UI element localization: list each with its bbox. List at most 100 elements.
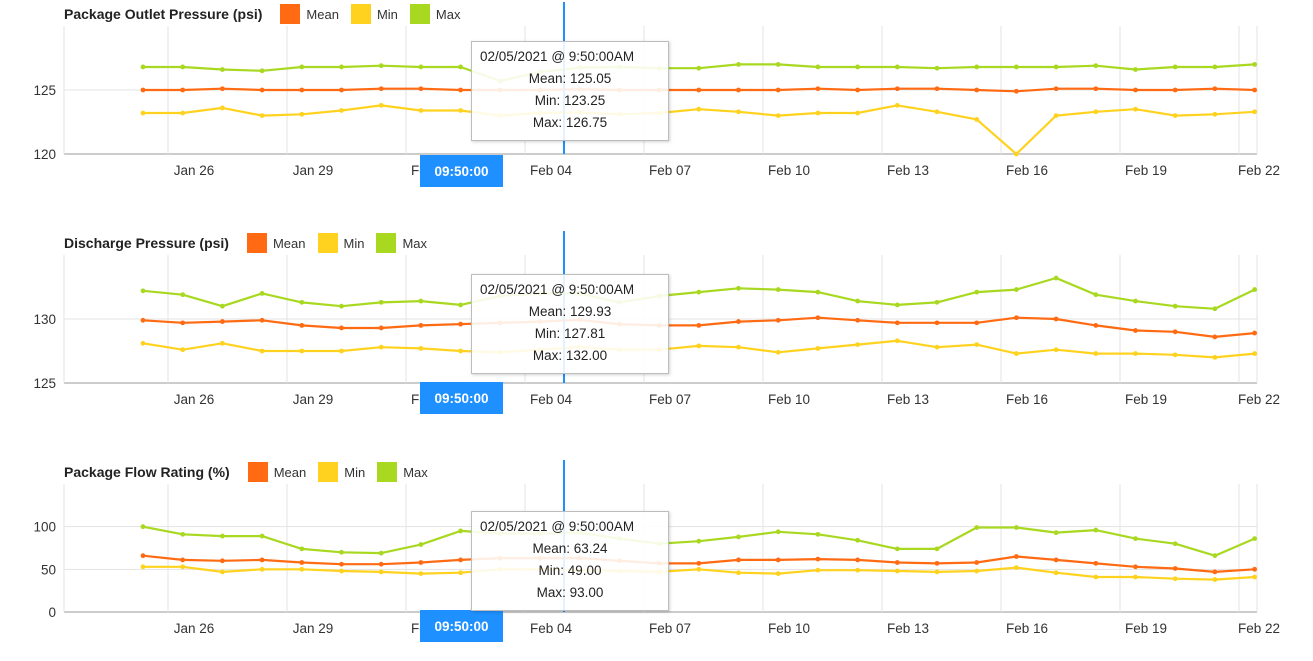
data-point-max bbox=[180, 531, 186, 537]
legend-max-label: Max bbox=[403, 464, 428, 480]
data-point-mean bbox=[180, 557, 186, 563]
x-tick-label: Feb 16 bbox=[1006, 163, 1048, 178]
data-point-min bbox=[775, 113, 781, 118]
data-point-max bbox=[1212, 64, 1218, 70]
x-tick-label: Feb 07 bbox=[649, 621, 691, 636]
data-point-max bbox=[378, 550, 384, 556]
data-point-mean bbox=[140, 87, 146, 93]
legend-mean[interactable]: Mean bbox=[247, 462, 306, 482]
data-point-mean bbox=[180, 87, 186, 93]
data-point-mean bbox=[1212, 569, 1218, 575]
data-point-max bbox=[1093, 63, 1099, 69]
data-point-max bbox=[855, 537, 860, 543]
data-point-min bbox=[736, 344, 741, 350]
data-point-min bbox=[1133, 574, 1138, 580]
data-point-mean bbox=[1252, 87, 1257, 93]
data-point-max bbox=[736, 62, 741, 67]
data-point-max bbox=[1252, 62, 1257, 67]
data-point-mean bbox=[220, 319, 225, 324]
x-tick-label: Feb 16 bbox=[1006, 621, 1048, 636]
data-point-max bbox=[1252, 287, 1257, 292]
chart-package-outlet-pressure: Package Outlet Pressure (psi) Mean Min M… bbox=[0, 2, 1313, 202]
data-point-mean bbox=[815, 556, 821, 562]
data-point-mean bbox=[418, 86, 424, 92]
data-point-max bbox=[696, 65, 702, 71]
data-point-mean bbox=[894, 86, 900, 92]
data-point-max bbox=[736, 285, 741, 291]
data-point-mean bbox=[696, 560, 702, 566]
data-point-mean bbox=[140, 553, 146, 559]
legend-min[interactable]: Min bbox=[350, 4, 398, 24]
data-point-min bbox=[299, 348, 305, 354]
data-point-min bbox=[339, 568, 344, 574]
data-point-min bbox=[1172, 352, 1178, 358]
data-point-mean bbox=[1093, 323, 1099, 328]
data-point-mean bbox=[180, 320, 186, 326]
data-point-min bbox=[259, 113, 265, 118]
tooltip-date: 02/05/2021 @ 9:50:00AM bbox=[480, 519, 635, 534]
data-point-max bbox=[339, 64, 344, 70]
legend-min-label: Min bbox=[376, 6, 398, 22]
legend-max[interactable]: Max bbox=[377, 462, 428, 482]
data-point-mean bbox=[299, 560, 305, 565]
legend-mean[interactable]: Mean bbox=[280, 4, 339, 24]
tooltip: 02/05/2021 @ 9:50:00AM Mean: 125.05 Min:… bbox=[471, 41, 669, 141]
chart-header: Discharge Pressure (psi) Mean Min Max bbox=[64, 231, 439, 255]
data-point-max bbox=[299, 546, 305, 552]
legend-mean[interactable]: Mean bbox=[246, 233, 306, 253]
data-point-max bbox=[775, 529, 781, 535]
data-point-mean bbox=[934, 320, 940, 326]
data-point-min bbox=[974, 342, 980, 347]
data-point-mean bbox=[1093, 86, 1099, 92]
data-point-mean bbox=[378, 86, 384, 92]
legend-max-swatch bbox=[377, 462, 398, 482]
data-point-max bbox=[1093, 292, 1099, 298]
legend-min[interactable]: Min bbox=[318, 462, 365, 482]
data-point-min bbox=[855, 342, 860, 347]
data-point-min bbox=[1172, 113, 1178, 118]
data-point-min bbox=[220, 105, 225, 111]
x-tick-label: Feb 19 bbox=[1125, 621, 1167, 636]
data-point-mean bbox=[934, 560, 940, 566]
data-point-max bbox=[339, 303, 344, 309]
data-point-mean bbox=[1172, 566, 1178, 571]
data-point-max bbox=[220, 533, 225, 539]
tooltip-min: Min: 123.25 bbox=[534, 93, 606, 108]
x-tick-label: Feb 13 bbox=[887, 163, 929, 178]
legend-max-swatch bbox=[409, 4, 430, 24]
data-point-min bbox=[894, 338, 900, 344]
legend-mean-swatch bbox=[246, 233, 267, 253]
data-point-min bbox=[458, 108, 463, 113]
data-point-max bbox=[1212, 306, 1218, 312]
legend-min[interactable]: Min bbox=[317, 233, 364, 253]
legend-max[interactable]: Max bbox=[409, 4, 460, 24]
data-point-min bbox=[418, 571, 424, 576]
legend-max[interactable]: Max bbox=[376, 233, 427, 253]
tooltip: 02/05/2021 @ 9:50:00AM Mean: 63.24 Min: … bbox=[471, 511, 669, 611]
data-point-max bbox=[1053, 530, 1059, 536]
data-point-max bbox=[736, 534, 741, 540]
data-point-max bbox=[140, 288, 146, 294]
data-point-max bbox=[974, 525, 980, 530]
data-point-mean bbox=[775, 87, 781, 93]
chart-title: Discharge Pressure (psi) bbox=[64, 235, 229, 251]
data-point-min bbox=[775, 571, 781, 576]
data-point-max bbox=[815, 531, 821, 537]
tooltip-date: 02/05/2021 @ 9:50:00AM bbox=[480, 282, 635, 297]
data-point-min bbox=[1093, 351, 1099, 356]
data-point-min bbox=[458, 570, 463, 576]
data-point-mean bbox=[894, 560, 900, 565]
x-tick-label: Jan 29 bbox=[293, 621, 334, 636]
x-tick-label: Feb 04 bbox=[530, 163, 573, 178]
data-point-mean bbox=[458, 557, 463, 563]
data-point-mean bbox=[418, 323, 424, 328]
data-point-mean bbox=[259, 557, 265, 563]
data-point-max bbox=[1172, 303, 1178, 309]
data-point-mean bbox=[1252, 330, 1257, 336]
tooltip-min: Min: 49.00 bbox=[538, 563, 602, 578]
data-point-min bbox=[418, 346, 424, 351]
data-point-mean bbox=[1014, 315, 1019, 321]
data-point-mean bbox=[736, 319, 741, 324]
data-point-mean bbox=[1172, 329, 1178, 335]
data-point-mean bbox=[1053, 557, 1059, 563]
